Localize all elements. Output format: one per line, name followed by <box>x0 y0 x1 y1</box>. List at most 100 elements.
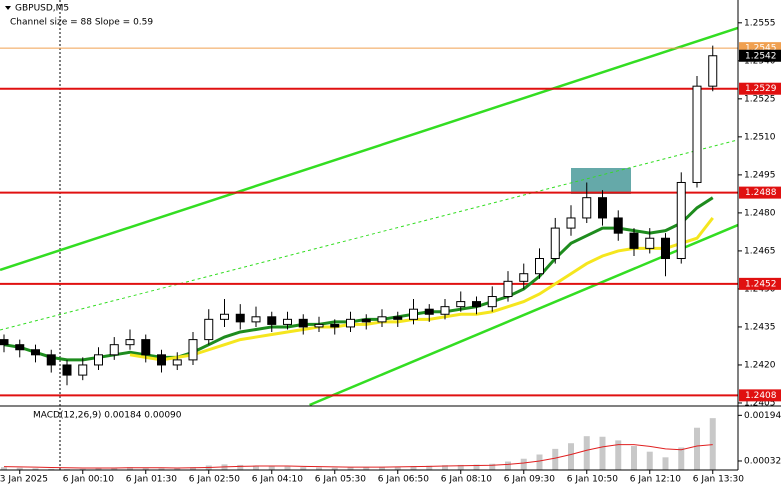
macd-bar <box>505 461 511 470</box>
candle-body <box>377 316 387 323</box>
macd-bar <box>709 418 716 470</box>
candle-body <box>409 308 418 320</box>
macd-bar <box>473 464 480 470</box>
candle-body <box>109 344 119 356</box>
level-label-box <box>739 82 781 95</box>
indicator-label: Channel size = 88 Slope = 0.59 <box>10 18 153 28</box>
candle-body <box>330 323 340 328</box>
channel-line <box>0 139 739 331</box>
candle-body <box>31 349 40 356</box>
macd-bar <box>142 467 149 470</box>
macd-bar <box>394 466 401 470</box>
candle-body <box>472 301 481 308</box>
macd-bar <box>599 436 606 470</box>
candle-body <box>424 308 434 315</box>
y-tick-label: 1.2495 <box>744 170 776 180</box>
level-label-box <box>739 186 781 199</box>
macd-bar <box>615 440 622 470</box>
macd-bar <box>489 463 496 470</box>
x-tick-label: 6 Jan 12:10 <box>630 475 682 485</box>
macd-bar <box>1 467 7 470</box>
macd-bar <box>457 464 464 470</box>
y-tick-label: 0.00032 <box>744 456 781 466</box>
candle-body <box>598 197 607 219</box>
candle-body <box>298 318 308 328</box>
x-tick-label: 6 Jan 01:30 <box>126 475 178 485</box>
candle-body <box>629 232 639 249</box>
candle-body <box>676 181 686 260</box>
current-price-label: 1.2542 <box>745 51 777 61</box>
macd-bar <box>158 468 165 470</box>
macd-bar <box>363 467 370 470</box>
macd-bar <box>347 467 354 470</box>
candle-body <box>645 237 655 249</box>
x-tick-label: 6 Jan 08:10 <box>441 475 493 485</box>
level-label: 1.2545 <box>745 44 777 54</box>
candle-body <box>94 354 103 366</box>
level-label: 1.2408 <box>745 391 777 401</box>
candle-body <box>582 197 592 219</box>
candle-body <box>535 258 544 275</box>
y-tick-label: 1.2480 <box>744 208 776 218</box>
candle-body <box>314 323 324 328</box>
y-tick-label: 1.2555 <box>744 18 776 28</box>
candle-body <box>141 339 151 356</box>
macd-bar <box>410 466 417 470</box>
macd-bar <box>253 465 259 470</box>
candle-body <box>188 339 198 361</box>
macd-bar <box>536 454 543 470</box>
macd-bar <box>583 436 590 470</box>
candle-body <box>456 301 466 308</box>
level-label: 1.2529 <box>745 84 777 94</box>
x-tick-label: 6 Jan 00:10 <box>63 475 115 485</box>
candle-body <box>125 339 135 346</box>
level-label: 1.2488 <box>745 188 777 198</box>
moving-average <box>129 217 714 362</box>
macd-bar <box>646 451 653 470</box>
symbol-title: GBPUSD,M5 <box>15 4 69 14</box>
signal-line <box>3 444 713 469</box>
candle-body <box>204 318 214 341</box>
x-tick-label: 3 Jan 2025 <box>0 475 48 485</box>
candle-body <box>708 55 718 87</box>
macd-bar <box>174 468 181 470</box>
macd-bar <box>631 446 637 470</box>
macd-bar <box>426 465 433 470</box>
highlight-box <box>571 168 631 194</box>
candle-body <box>78 364 88 376</box>
candle-body <box>267 316 277 325</box>
x-tick-label: 6 Jan 04:10 <box>252 475 304 485</box>
level-label: 1.2452 <box>745 279 777 289</box>
candle-body <box>172 359 182 366</box>
y-tick-label: 1.2510 <box>744 132 776 142</box>
x-tick-label: 6 Jan 06:50 <box>378 475 430 485</box>
x-tick-label: 6 Jan 02:50 <box>189 475 241 485</box>
macd-bar <box>111 467 118 470</box>
macd-bar <box>568 443 574 470</box>
candle-body <box>566 217 576 229</box>
candle-body <box>46 354 56 366</box>
candle-body <box>487 296 497 308</box>
channel-line <box>0 26 739 272</box>
macd-bar <box>79 468 86 470</box>
x-tick-label: 6 Jan 05:30 <box>315 475 367 485</box>
macd-bar <box>48 468 55 470</box>
macd-label: MACD(12,26,9) 0.00184 0.00090 <box>33 411 182 421</box>
candle-body <box>393 316 403 320</box>
y-tick-label: 0.00194 <box>744 411 781 421</box>
candle-body <box>550 227 560 260</box>
macd-bar <box>662 457 669 470</box>
candle-body <box>157 354 166 366</box>
candle-body <box>613 217 623 234</box>
macd-bar <box>552 448 559 470</box>
x-tick-label: 6 Jan 09:30 <box>504 475 556 485</box>
collapse-icon[interactable] <box>5 6 11 10</box>
macd-bar <box>520 458 527 470</box>
macd-bar <box>190 467 196 470</box>
x-tick-label: 6 Jan 13:30 <box>693 475 745 485</box>
macd-bar <box>694 427 700 470</box>
level-label-box <box>739 389 781 402</box>
y-tick-label: 1.2420 <box>744 360 776 370</box>
candle-body <box>15 344 25 351</box>
